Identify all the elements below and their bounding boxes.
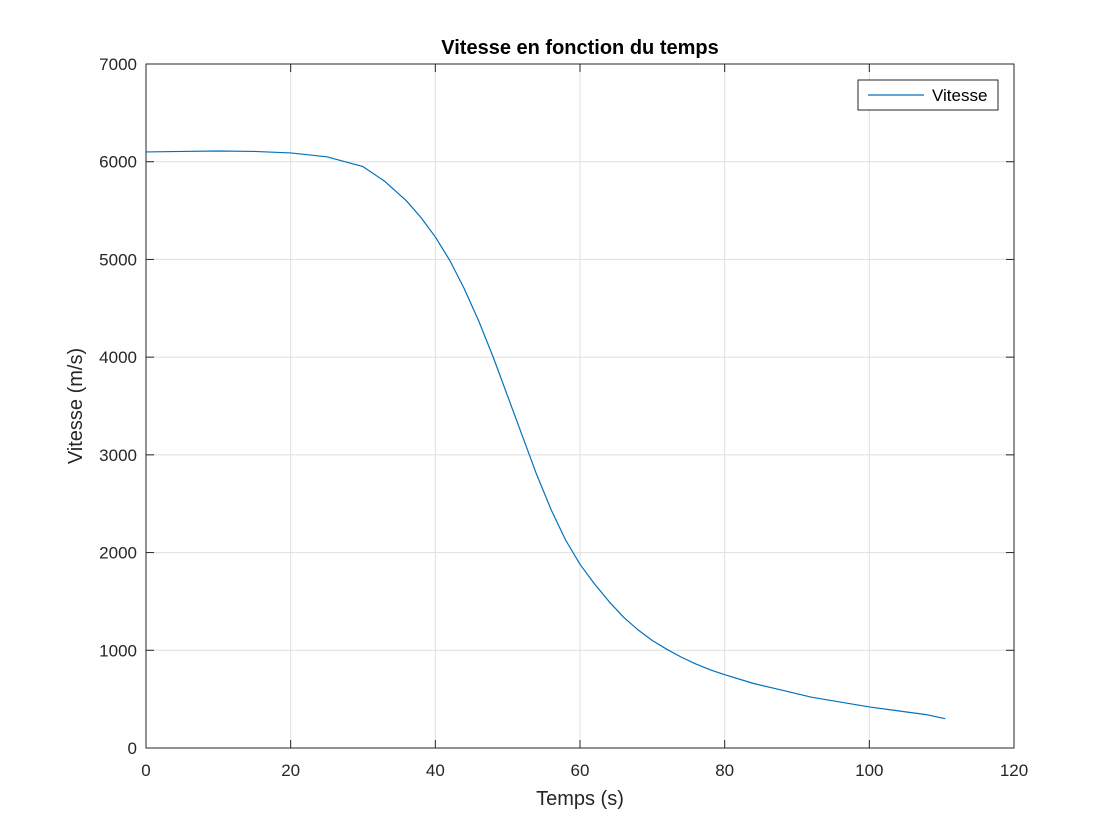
y-tick-label: 2000 xyxy=(99,544,137,563)
x-tick-label: 40 xyxy=(426,761,445,780)
y-tick-label: 3000 xyxy=(99,446,137,465)
series-layer xyxy=(145,150,946,720)
x-tick-label: 120 xyxy=(1000,761,1028,780)
y-tick-label: 4000 xyxy=(99,348,137,367)
y-axis-ticks: 0 1000 2000 3000 4000 5000 6000 7000 xyxy=(99,55,1014,758)
legend: Vitesse xyxy=(857,79,999,111)
legend-label-vitesse: Vitesse xyxy=(932,86,987,105)
y-axis-label: Vitesse (m/s) xyxy=(65,348,87,464)
y-tick-label: 6000 xyxy=(99,153,137,172)
x-axis-label: Temps (s) xyxy=(536,788,624,810)
y-tick-label: 7000 xyxy=(99,55,137,74)
chart-title: Vitesse en fonction du temps xyxy=(441,37,718,59)
x-tick-label: 60 xyxy=(571,761,590,780)
x-tick-label: 0 xyxy=(141,761,150,780)
y-tick-label: 0 xyxy=(128,739,137,758)
x-axis-ticks: 0 20 40 60 80 100 120 xyxy=(141,64,1028,780)
series-line-0 xyxy=(145,150,946,720)
x-tick-label: 20 xyxy=(281,761,300,780)
x-tick-label: 80 xyxy=(715,761,734,780)
y-tick-label: 5000 xyxy=(99,250,137,269)
x-tick-label: 100 xyxy=(855,761,883,780)
y-tick-label: 1000 xyxy=(99,641,137,660)
